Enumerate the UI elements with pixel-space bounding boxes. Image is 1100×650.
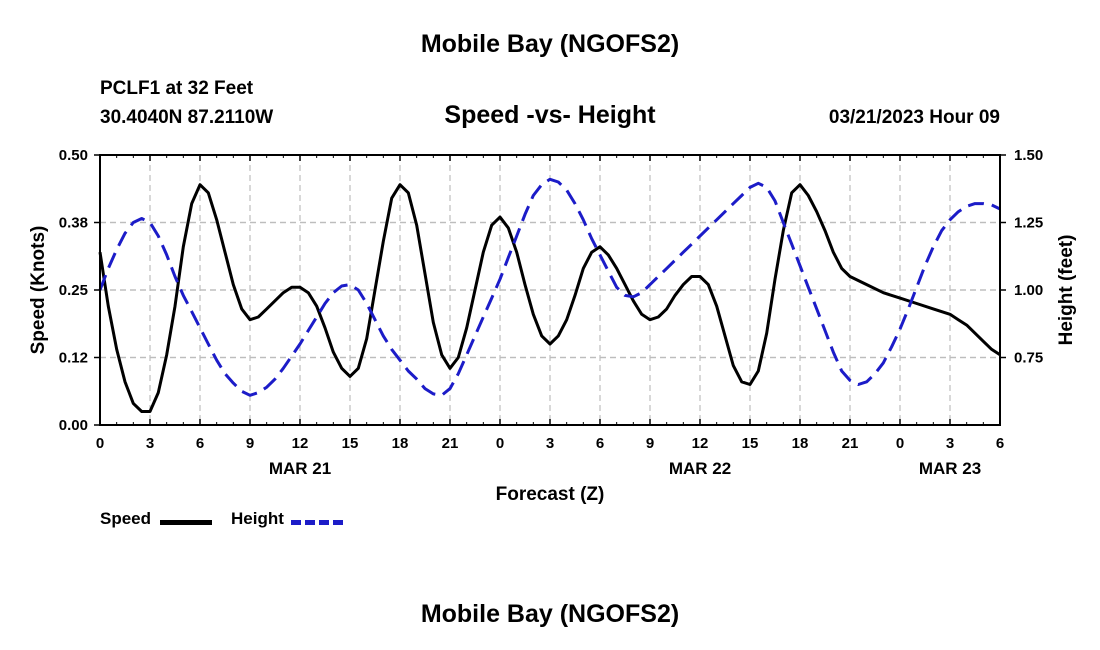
x-tick-label: 15 bbox=[742, 435, 759, 452]
y-tick-label: 0.25 bbox=[59, 282, 88, 299]
page-title: Mobile Bay (NGOFS2) bbox=[420, 30, 680, 58]
x-tick-label: 3 bbox=[546, 435, 554, 452]
series-layer bbox=[98, 177, 1001, 413]
legend-height-label: Height bbox=[231, 509, 284, 528]
x-tick-label: 9 bbox=[646, 435, 654, 452]
x-tick-label: 18 bbox=[792, 435, 809, 452]
x-tick-label: 12 bbox=[292, 435, 309, 452]
x-tick-label: 6 bbox=[996, 435, 1004, 452]
legend-height-swatch bbox=[291, 520, 343, 525]
y2-tick-label: 1.25 bbox=[1014, 215, 1043, 232]
y-tick-label: 0.12 bbox=[59, 350, 88, 367]
x-tick-label: 15 bbox=[342, 435, 359, 452]
x-tick-label: 9 bbox=[246, 435, 254, 452]
y2-axis-label: Height (feet) bbox=[1056, 235, 1077, 346]
x-tick-label: 3 bbox=[146, 435, 154, 452]
y2-tick-label: 1.50 bbox=[1014, 147, 1043, 164]
x-tick-label: 6 bbox=[196, 435, 204, 452]
x-tick-label: 21 bbox=[842, 435, 859, 452]
x-tick-label: 12 bbox=[692, 435, 709, 452]
y-tick-label: 0.38 bbox=[59, 215, 88, 232]
x-date-label: MAR 23 bbox=[919, 459, 981, 478]
x-date-label: MAR 22 bbox=[669, 459, 731, 478]
x-tick-label: 6 bbox=[596, 435, 604, 452]
series-height-line bbox=[98, 177, 1001, 397]
x-tick-label: 0 bbox=[96, 435, 104, 452]
legend-speed-label: Speed bbox=[100, 509, 152, 528]
station-coordinates: 30.4040N 87.2110W bbox=[100, 107, 274, 128]
forecast-datetime: 03/21/2023 Hour 09 bbox=[828, 107, 1000, 128]
station-label: PCLF1 at 32 Feet bbox=[100, 78, 254, 99]
y-tick-label: 0.00 bbox=[59, 417, 88, 434]
x-tick-label: 21 bbox=[442, 435, 459, 452]
x-axis-label: Forecast (Z) bbox=[496, 484, 605, 505]
x-tick-label: 0 bbox=[896, 435, 904, 452]
x-tick-label: 18 bbox=[392, 435, 409, 452]
y-tick-label: 0.50 bbox=[59, 147, 88, 164]
x-date-label: MAR 21 bbox=[269, 459, 331, 478]
x-tick-label: 0 bbox=[496, 435, 504, 452]
y2-tick-label: 0.75 bbox=[1014, 350, 1043, 367]
x-tick-label: 3 bbox=[946, 435, 954, 452]
y2-tick-label: 1.00 bbox=[1014, 282, 1043, 299]
chart-title: Speed -vs- Height bbox=[444, 101, 656, 129]
footer-title: Mobile Bay (NGOFS2) bbox=[420, 600, 680, 628]
y-axis-label: Speed (Knots) bbox=[28, 226, 49, 355]
axis-ticks: 0 3 6 9 12 15 18 21 0 3 6 9 12 15 18 21 0 3 6 MAR 21 MAR 22 M… bbox=[59, 147, 1043, 478]
grid bbox=[100, 154, 1000, 425]
series-speed-line bbox=[98, 183, 1001, 413]
legend-speed-swatch bbox=[160, 520, 212, 525]
